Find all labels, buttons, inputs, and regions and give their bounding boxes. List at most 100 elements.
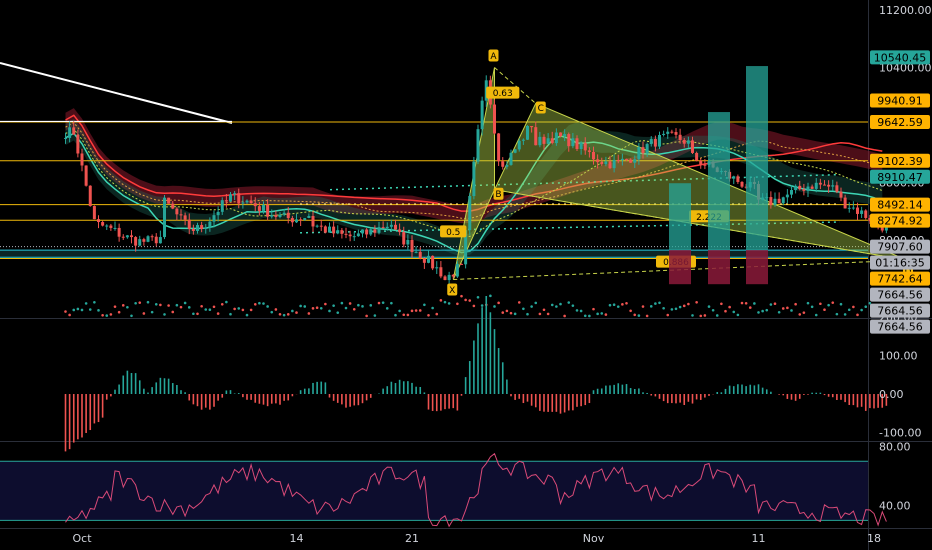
volume-dot [703, 314, 707, 317]
volume-dot [786, 306, 789, 310]
price-axis[interactable]: 11200.0010400.009600.008800.008000.00200… [870, 4, 932, 513]
ribbon-band-red [65, 108, 883, 224]
volume-dot [352, 307, 356, 311]
volume-dot [715, 314, 719, 317]
volume-dot [530, 305, 533, 308]
volume-dot [563, 314, 566, 318]
volume-dot [134, 301, 137, 305]
volume-dot [707, 305, 711, 308]
volume-dot [167, 304, 170, 307]
candle-body [460, 263, 463, 265]
volume-dot [212, 305, 216, 309]
candle-body [402, 232, 406, 245]
volume-dot [662, 306, 665, 310]
macd-pane[interactable] [64, 296, 888, 452]
volume-dot [678, 305, 682, 309]
candle-body [381, 227, 385, 229]
rsi-tick-label: 40.00 [879, 500, 911, 513]
harmonic-point-label: C [538, 104, 544, 114]
candle-body [241, 202, 245, 204]
harmonic-point-box [447, 283, 458, 296]
candle-body [814, 182, 818, 189]
volume-dot [720, 302, 723, 306]
candle-body [703, 164, 707, 166]
rsi-pane[interactable] [0, 452, 887, 528]
candle-body [245, 200, 249, 203]
candle-body [835, 185, 839, 192]
dotted-teal-line [329, 173, 841, 191]
candle-body [530, 125, 534, 128]
volume-dot [781, 307, 785, 310]
candle-body [125, 235, 129, 238]
harmonic-point-label: X [449, 286, 455, 296]
candle-body [806, 186, 810, 191]
price-tag-label: 7742.64 [877, 273, 923, 286]
candle-body [88, 185, 92, 207]
volume-dot [216, 312, 220, 315]
volume-dot [835, 312, 839, 316]
candle-body [377, 227, 381, 233]
candle-body [414, 251, 418, 253]
price-tag-label: 01:16:35 [875, 257, 924, 270]
volume-dot [761, 309, 764, 313]
price-tag [870, 213, 930, 228]
volume-dot [567, 301, 571, 304]
volume-dot [447, 302, 451, 305]
candle-body [827, 184, 831, 187]
volume-dot [266, 305, 269, 308]
price-tag [870, 255, 930, 270]
price-tag-label: 9940.91 [877, 94, 923, 107]
volume-dot [464, 298, 467, 302]
volume-dot [348, 302, 352, 305]
candle-body [109, 225, 113, 228]
volume-dot [827, 303, 830, 307]
time-axis[interactable]: Oct1421Nov1118Dec9 [72, 532, 932, 545]
volume-dot [810, 305, 814, 309]
ratio-label: 0.5 [446, 228, 460, 238]
candle-body [794, 185, 798, 191]
volume-dot [814, 313, 818, 317]
candle-body [526, 125, 529, 140]
macd-tick-label: -100.00 [879, 427, 921, 440]
candle-body [534, 127, 538, 146]
candle-body [257, 206, 261, 211]
candle-body [691, 140, 694, 153]
candle-body [823, 184, 826, 186]
macd-histogram [64, 296, 888, 452]
volume-dot [357, 303, 360, 307]
volume-dot [117, 310, 121, 314]
candle-body [134, 237, 138, 246]
volume-dot [501, 311, 505, 314]
volume-dot [819, 302, 822, 306]
candle-body [612, 159, 616, 169]
volume-dot [468, 299, 472, 302]
candle-body [196, 225, 199, 231]
price-tag-label: 9102.39 [877, 155, 923, 168]
volume-dot [146, 300, 150, 304]
candle-body [847, 207, 851, 209]
volume-profile-down [708, 250, 730, 285]
price-tag [870, 197, 930, 212]
candle-body [187, 219, 191, 229]
time-tick-label: 18 [867, 532, 881, 545]
volume-dot [456, 302, 459, 306]
candle-body [138, 239, 142, 246]
candle-body [191, 228, 195, 231]
volume-dot [237, 307, 241, 310]
volume-dot [427, 313, 430, 317]
candle-body [361, 229, 364, 234]
candle-body [422, 258, 426, 263]
volume-dot [340, 301, 344, 305]
candle-body [686, 140, 690, 144]
volume-dot [68, 313, 71, 317]
candle-body [505, 164, 509, 167]
candle-body [798, 185, 802, 190]
volume-dot [241, 308, 245, 312]
volume-dot [394, 313, 397, 317]
candle-body [344, 233, 348, 235]
candle-body [596, 159, 600, 163]
volume-dot [154, 303, 158, 306]
